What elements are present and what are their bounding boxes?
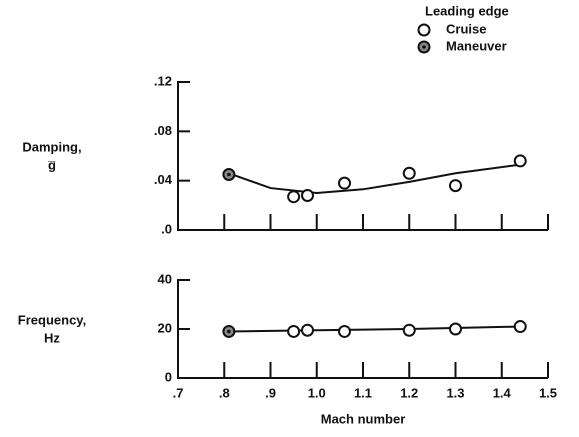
y-tick-label: .0 xyxy=(161,221,172,236)
x-tick-label: .7 xyxy=(173,385,184,400)
x-tick-label: 1.1 xyxy=(354,385,372,400)
cruise-marker xyxy=(513,320,527,334)
x-tick-label: 1.4 xyxy=(493,385,512,400)
marker-dot xyxy=(422,45,426,49)
y-tick-label: .08 xyxy=(154,123,172,138)
x-tick-label: .9 xyxy=(265,385,276,400)
cruise-marker xyxy=(287,190,301,204)
cruise-marker xyxy=(402,323,416,337)
fit-curve xyxy=(228,325,521,333)
cruise-marker xyxy=(449,179,462,193)
y-axis-label: g̅ xyxy=(48,157,56,172)
cruise-marker xyxy=(417,23,431,37)
cruise-marker xyxy=(301,188,314,202)
cruise-marker xyxy=(287,324,301,338)
y-tick-label: 20 xyxy=(158,320,172,335)
x-axis-label: Mach number xyxy=(321,411,406,426)
y-axis-label: Hz xyxy=(44,330,60,345)
y-tick-label: 0 xyxy=(165,369,172,384)
marker-dot xyxy=(227,329,231,334)
cruise-marker xyxy=(338,324,351,338)
cruise-marker xyxy=(449,322,462,336)
x-tick-label: 1.2 xyxy=(400,385,418,400)
legend-label: Maneuver xyxy=(446,38,507,53)
cruise-marker xyxy=(402,166,416,180)
marker-dot xyxy=(227,172,231,177)
x-tick-label: 1.0 xyxy=(308,385,326,400)
cruise-marker xyxy=(513,154,527,168)
x-tick-label: 1.3 xyxy=(446,385,464,400)
cruise-marker xyxy=(301,323,314,337)
y-tick-label: .12 xyxy=(154,73,172,88)
x-tick-label: .8 xyxy=(219,385,230,400)
y-axis-label: Frequency, xyxy=(18,312,86,327)
x-tick-label: 1.5 xyxy=(539,385,557,400)
y-tick-label: 40 xyxy=(158,271,172,286)
legend-label: Cruise xyxy=(446,21,486,36)
fit-curve xyxy=(228,163,521,195)
legend-title: Leading edge xyxy=(425,3,509,18)
y-axis-label: Damping, xyxy=(22,139,81,154)
cruise-marker xyxy=(338,176,351,190)
y-tick-label: .04 xyxy=(154,172,173,187)
